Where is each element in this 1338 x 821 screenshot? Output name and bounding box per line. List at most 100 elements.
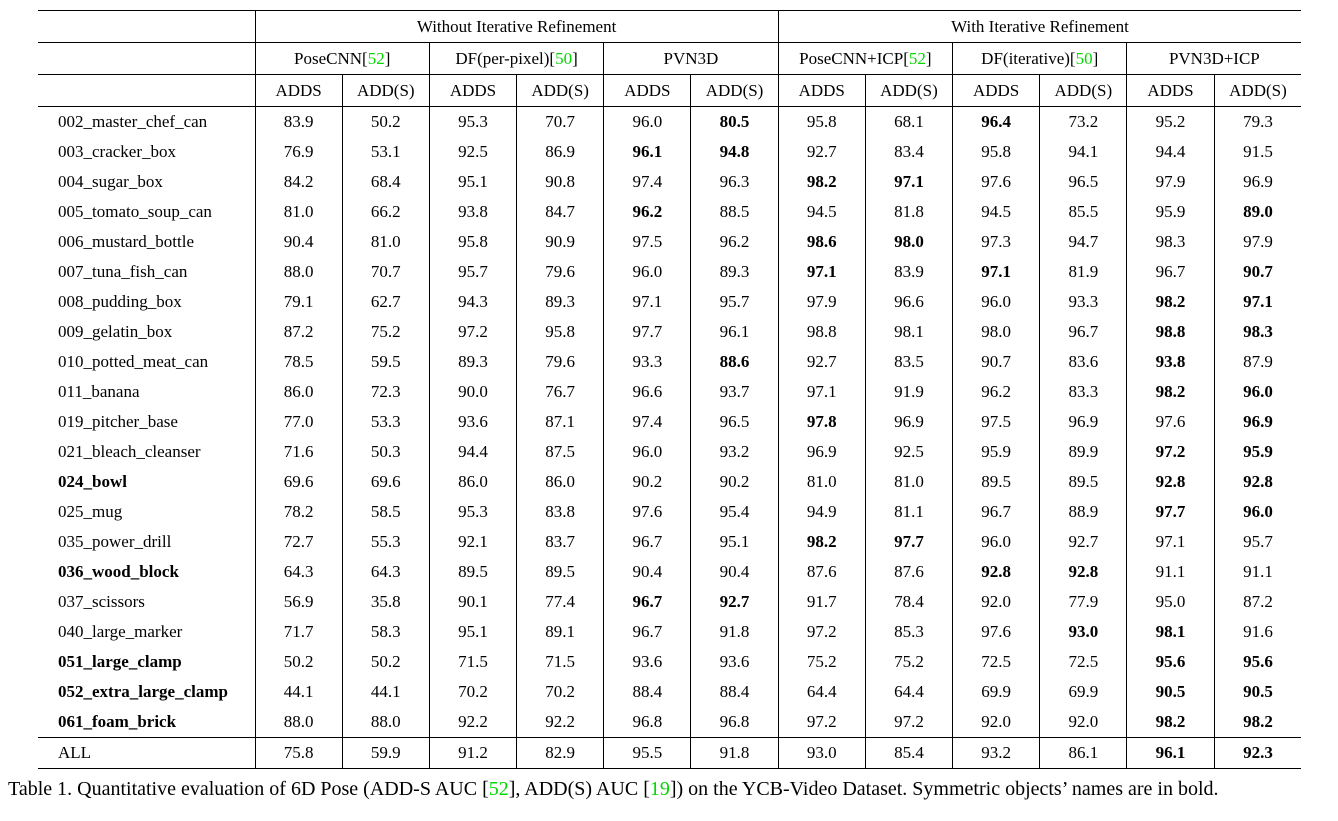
score-cell: 95.8 [778,106,866,137]
score-cell: 95.4 [690,497,779,527]
score-cell: 94.7 [1039,227,1128,257]
score-cell: 96.1 [603,137,692,167]
table-row: 036_wood_block 64.3 64.3 89.5 89.5 90.4 90.4 87… [38,557,1301,587]
score-cell: 97.6 [952,167,1041,197]
score-cell: 96.7 [603,527,692,557]
score-cell: 97.1 [603,287,692,317]
score-cell: 95.1 [429,167,518,197]
score-cell: 93.3 [1039,287,1128,317]
score-cell: 88.5 [690,197,779,227]
score-cell: 92.5 [429,137,518,167]
score-cell: 35.8 [342,587,430,617]
score-cell: 75.8 [255,737,343,769]
score-cell: 97.6 [952,617,1041,647]
method-header-cell: PVN3D [603,42,779,75]
metric-header-cell: ADD(S) [1214,74,1302,107]
object-name-cell: 061_foam_brick [38,707,256,738]
score-cell: 92.0 [952,707,1041,738]
score-cell: 96.9 [1243,172,1273,191]
score-cell: 92.7 [778,347,866,377]
score-cell: 86.1 [1039,737,1128,769]
score-cell: 88.0 [255,257,343,287]
method-header-cell: PVN3D+ICP [1126,42,1302,75]
group-header-row: Without Iterative Refinement With Iterat… [38,10,1302,43]
score-cell: 96.1 [690,317,779,347]
score-cell: 96.4 [952,106,1041,137]
score-cell: 90.5 [1126,677,1215,707]
score-cell: 97.3 [952,227,1041,257]
metric-header-row: ADDS ADD(S) ADDS ADD(S) ADDS ADD(S) ADDS ADD(S)… [38,74,1302,107]
object-name-cell: 037_scissors [38,587,256,617]
score-cell: 71.5 [429,647,518,677]
score-cell: 84.2 [255,167,343,197]
citation-ref: 52 [367,49,385,68]
metric-header-cell: ADD(S) [342,74,430,107]
metric-header-cell: ADD(S) [516,74,605,107]
score-cell: 72.7 [255,527,343,557]
text-segment: ] [1092,49,1099,68]
score-cell: 95.6 [1243,652,1273,671]
score-cell: 98.2 [778,527,866,557]
score-cell: 90.4 [603,557,692,587]
score-cell: 59.9 [342,737,430,769]
score-cell: 95.7 [690,287,779,317]
object-name-cell: 007_tuna_fish_can [38,257,256,287]
score-cell: 97.2 [429,317,518,347]
citation-ref: 19 [649,778,670,800]
text-segment: PVN3D+ICP [1168,49,1260,68]
score-cell: 79.1 [255,287,343,317]
metric-header-cell: ADDS [778,74,866,107]
score-cell: 90.8 [516,167,605,197]
score-cell: 93.8 [1126,347,1215,377]
table-row: 040_large_marker 71.7 58.3 95.1 89.1 96.7 91.8… [38,617,1301,647]
table-row: 052_extra_large_clamp 44.1 44.1 70.2 70.2 88.… [38,677,1301,707]
table-row: 037_scissors 56.9 35.8 90.1 77.4 96.7 92.7 91.7… [38,587,1301,617]
score-cell: 97.1 [1243,292,1273,311]
score-cell: 92.0 [952,587,1041,617]
score-cell: 95.7 [429,257,518,287]
score-cell: 70.7 [342,257,430,287]
score-cell: 78.4 [865,587,954,617]
score-cell: 93.6 [690,647,779,677]
score-cell: 64.3 [255,557,343,587]
score-cell: 92.0 [1039,707,1128,738]
score-cell: 96.2 [952,377,1041,407]
object-name-cell: 010_potted_meat_can [38,347,256,377]
score-cell: 89.5 [1039,467,1128,497]
score-cell: 64.4 [865,677,954,707]
score-cell: 95.8 [516,317,605,347]
score-cell: 96.7 [1039,317,1128,347]
score-cell: 44.1 [255,677,343,707]
score-cell: 91.5 [1243,142,1273,161]
score-cell: 87.5 [516,437,605,467]
score-cell: 90.5 [1243,682,1273,701]
score-cell: 97.1 [778,257,866,287]
metric-header-cell: ADDS [255,74,343,107]
text-segment: ] [925,49,932,68]
score-cell: 98.3 [1126,227,1215,257]
text-segment: ] [572,49,578,68]
score-cell: 95.9 [952,437,1041,467]
score-cell: 90.4 [255,227,343,257]
score-cell: 96.0 [1243,502,1273,521]
score-cell: 96.0 [603,106,692,137]
table-row: 061_foam_brick 88.0 88.0 92.2 92.2 96.8 96.8 97… [38,707,1301,738]
score-cell: 96.9 [778,437,866,467]
method-header-cell: PoseCNN[52] [255,42,430,75]
score-cell: 98.2 [1126,707,1215,738]
score-cell: 92.2 [516,707,605,738]
score-cell: 86.0 [516,467,605,497]
score-cell: 69.6 [255,467,343,497]
object-name-cell: ALL [38,737,256,769]
score-cell: 87.2 [1243,592,1273,611]
score-cell: 91.2 [429,737,518,769]
score-cell: 95.6 [1126,647,1215,677]
score-cell: 81.8 [865,197,954,227]
text-segment: Table 1. Quantitative evaluation of 6D P… [8,778,489,800]
score-cell: 89.9 [1039,437,1128,467]
score-cell: 97.2 [1126,437,1215,467]
score-cell: 90.1 [429,587,518,617]
score-cell: 95.1 [429,617,518,647]
score-cell: 62.7 [342,287,430,317]
score-cell: 69.9 [1039,677,1128,707]
